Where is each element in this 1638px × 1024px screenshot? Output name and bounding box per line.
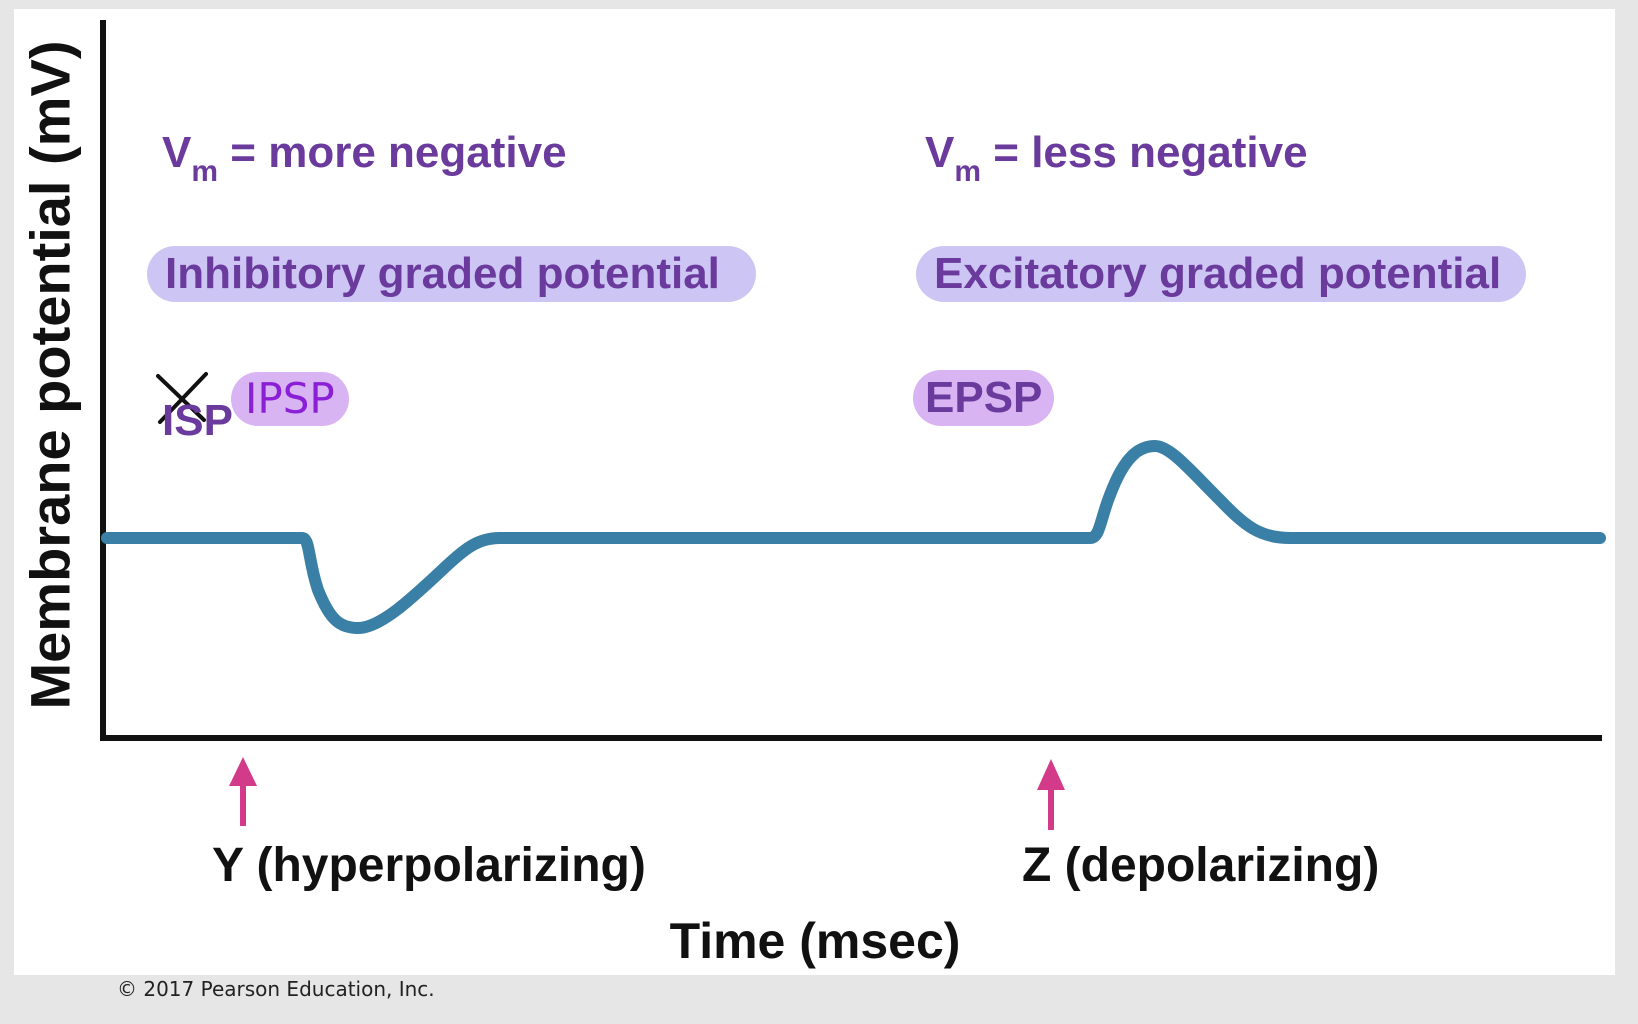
vm-symbol: V <box>925 128 955 177</box>
vm-description: = more negative <box>230 128 567 177</box>
stimulus-arrow-icon <box>1037 759 1065 830</box>
figure-panel <box>14 9 1615 975</box>
stimulus-arrow-icon <box>229 757 257 826</box>
vm-description: = less negative <box>993 128 1308 177</box>
membrane-potential-trace <box>101 440 1606 634</box>
ipsp-handwritten-label: IPSP <box>231 372 349 426</box>
epsp-label: EPSP <box>913 370 1055 426</box>
excitatory-pill: Excitatory graded potential <box>916 246 1526 302</box>
copyright-notice: © 2017 Pearson Education, Inc. <box>117 977 435 1001</box>
vm-symbol: V <box>162 128 192 177</box>
vm-subscript: m <box>954 155 982 188</box>
cross-out-mark-icon <box>156 372 208 424</box>
vm-annotation-left: Vm = more negative <box>162 128 567 188</box>
inhibitory-pill: Inhibitory graded potential <box>147 246 756 302</box>
stimulus-y-label: Y (hyperpolarizing) <box>212 839 646 892</box>
stimulus-z-label: Z (depolarizing) <box>1022 839 1380 892</box>
vm-annotation-right: Vm = less negative <box>925 128 1308 188</box>
crossed-abbreviation: ISP <box>162 396 233 445</box>
x-axis-label: Time (msec) <box>669 913 961 969</box>
vm-subscript: m <box>191 155 219 188</box>
y-axis-label: Membrane potential (mV) <box>18 40 82 710</box>
